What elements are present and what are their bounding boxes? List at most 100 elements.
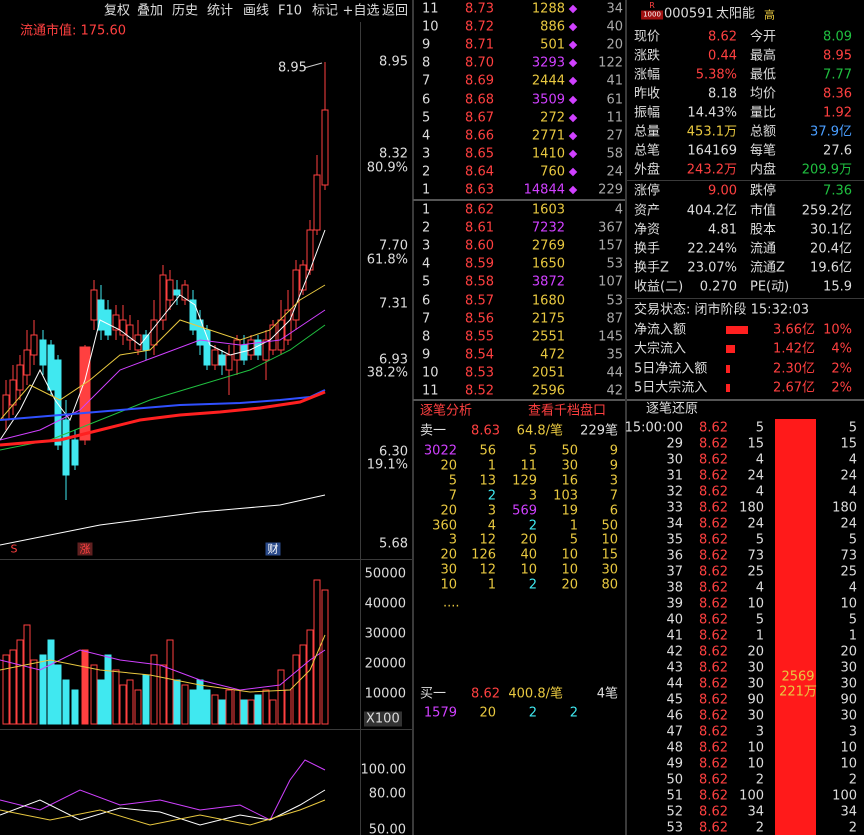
volume: 2769 [531, 238, 565, 254]
quote-value: 209.9万 [801, 162, 852, 178]
quote-value: 14.43% [687, 105, 737, 121]
queue-order: 7 [448, 488, 457, 504]
toolbar-button[interactable]: F10 [277, 3, 303, 19]
toolbar-button[interactable]: 画线 [242, 3, 270, 19]
ma-line [0, 229, 326, 441]
toolbar-button[interactable]: 返回 [381, 3, 409, 19]
tick-time: 49 [666, 756, 683, 772]
price: 8.54 [465, 347, 494, 363]
tick-time: 43 [666, 660, 683, 676]
tick-time: 37 [666, 564, 683, 580]
tick-volume: 10 [747, 756, 764, 772]
ma-line [0, 389, 326, 421]
price: 8.56 [465, 311, 494, 327]
flow-label: 大宗流入 [634, 341, 687, 357]
volume-bar [54, 664, 62, 725]
volume: 3872 [531, 274, 565, 290]
queue-order: 20 [440, 547, 457, 563]
volume-bar [9, 649, 17, 725]
toolbar-button[interactable]: 叠加 [136, 3, 164, 19]
tick-volume: 24 [747, 516, 764, 532]
kline-chart [0, 62, 329, 826]
ma-line [0, 309, 326, 441]
tick-volume: 5 [755, 532, 764, 548]
tick-volume: 4 [755, 580, 764, 596]
volume-bar [262, 689, 270, 725]
price: 8.62 [465, 202, 494, 218]
tick-volume: 15 [840, 436, 857, 452]
toolbar-button[interactable]: 复权 [103, 3, 131, 19]
count: 40 [606, 19, 623, 35]
volume-bar [23, 624, 31, 725]
order-count: 4笔 [596, 686, 618, 702]
tick-price: 8.62 [699, 500, 728, 516]
divider [413, 399, 625, 401]
toolbar-button[interactable]: 历史 [171, 3, 199, 19]
indicator-tick: 50.00 [368, 822, 406, 835]
queue-order: 20 [520, 532, 537, 548]
queue-order: 20 [440, 458, 457, 474]
ma-line [0, 284, 326, 421]
quote-value: 15.9 [823, 279, 852, 295]
flow-pct: 10% [823, 322, 852, 338]
candle-body [16, 364, 24, 391]
queue-order: 10 [561, 547, 578, 563]
level: 5 [422, 110, 431, 126]
volume-bar [218, 699, 226, 725]
tick-volume: 15 [747, 436, 764, 452]
price: 8.71 [465, 37, 494, 53]
stock-code: 000591 [664, 6, 714, 22]
volume-bar [173, 679, 181, 725]
tick-time: 35 [666, 532, 683, 548]
quote-value: 37.9亿 [810, 124, 852, 140]
order-count: 229笔 [580, 423, 618, 439]
flow-value: 2.30亿 [773, 361, 815, 377]
tick-volume: 3 [755, 724, 764, 740]
tick-time: 44 [666, 676, 683, 692]
price: 8.69 [465, 73, 494, 89]
tick-price: 8.62 [699, 516, 728, 532]
queue-order: 13 [479, 473, 496, 489]
pct-tick: 38.2% [366, 365, 408, 381]
tick-volume: 3 [848, 724, 857, 740]
trade-status: 交易状态: 闭市阶段 15:32:03 [634, 302, 810, 318]
tick-volume: 24 [840, 468, 857, 484]
queue-order: 12 [479, 562, 496, 578]
tick-time: 41 [666, 628, 683, 644]
tab[interactable]: 查看千档盘口 [528, 403, 607, 419]
toolbar-button[interactable]: 统计 [206, 3, 234, 19]
tab[interactable]: 逐笔分析 [420, 403, 473, 419]
volume-bar [306, 629, 314, 725]
tick-price: 8.62 [699, 484, 728, 500]
quote-label: 量比 [750, 105, 777, 121]
candle-body [233, 339, 241, 361]
tick-time: 29 [666, 436, 683, 452]
queue-order: 20 [561, 577, 578, 593]
level: 1 [422, 202, 431, 218]
toolbar-button[interactable]: +自选 [342, 3, 380, 19]
level: 8 [422, 55, 431, 71]
flow-value: 2.67亿 [773, 380, 815, 396]
tick-volume: 180 [832, 500, 857, 516]
queue-order: 15 [601, 547, 618, 563]
queue-order: 50 [601, 518, 618, 533]
tick-price: 8.62 [699, 708, 728, 724]
tick-price: 8.62 [699, 788, 728, 804]
tick-volume: 2 [755, 820, 764, 835]
tick-price: 8.62 [699, 420, 728, 436]
event-marker: 涨 [77, 542, 93, 556]
toolbar-button[interactable]: 标记 [311, 3, 339, 19]
tick-volume: 4 [848, 452, 857, 468]
price: 8.64 [465, 164, 494, 180]
level: 2 [422, 164, 431, 180]
quote-label: 收益(二) [634, 279, 684, 295]
price-tick: 8.95 [379, 54, 408, 70]
queue-order: 30 [440, 562, 457, 578]
count: 53 [606, 256, 623, 272]
flow-pct: 2% [831, 361, 852, 377]
tick-volume: 10 [840, 756, 857, 772]
queue-order: 10 [440, 577, 457, 593]
tick-time: 40 [666, 612, 683, 628]
tick-volume: 30 [747, 708, 764, 724]
tick-price: 8.62 [699, 772, 728, 788]
